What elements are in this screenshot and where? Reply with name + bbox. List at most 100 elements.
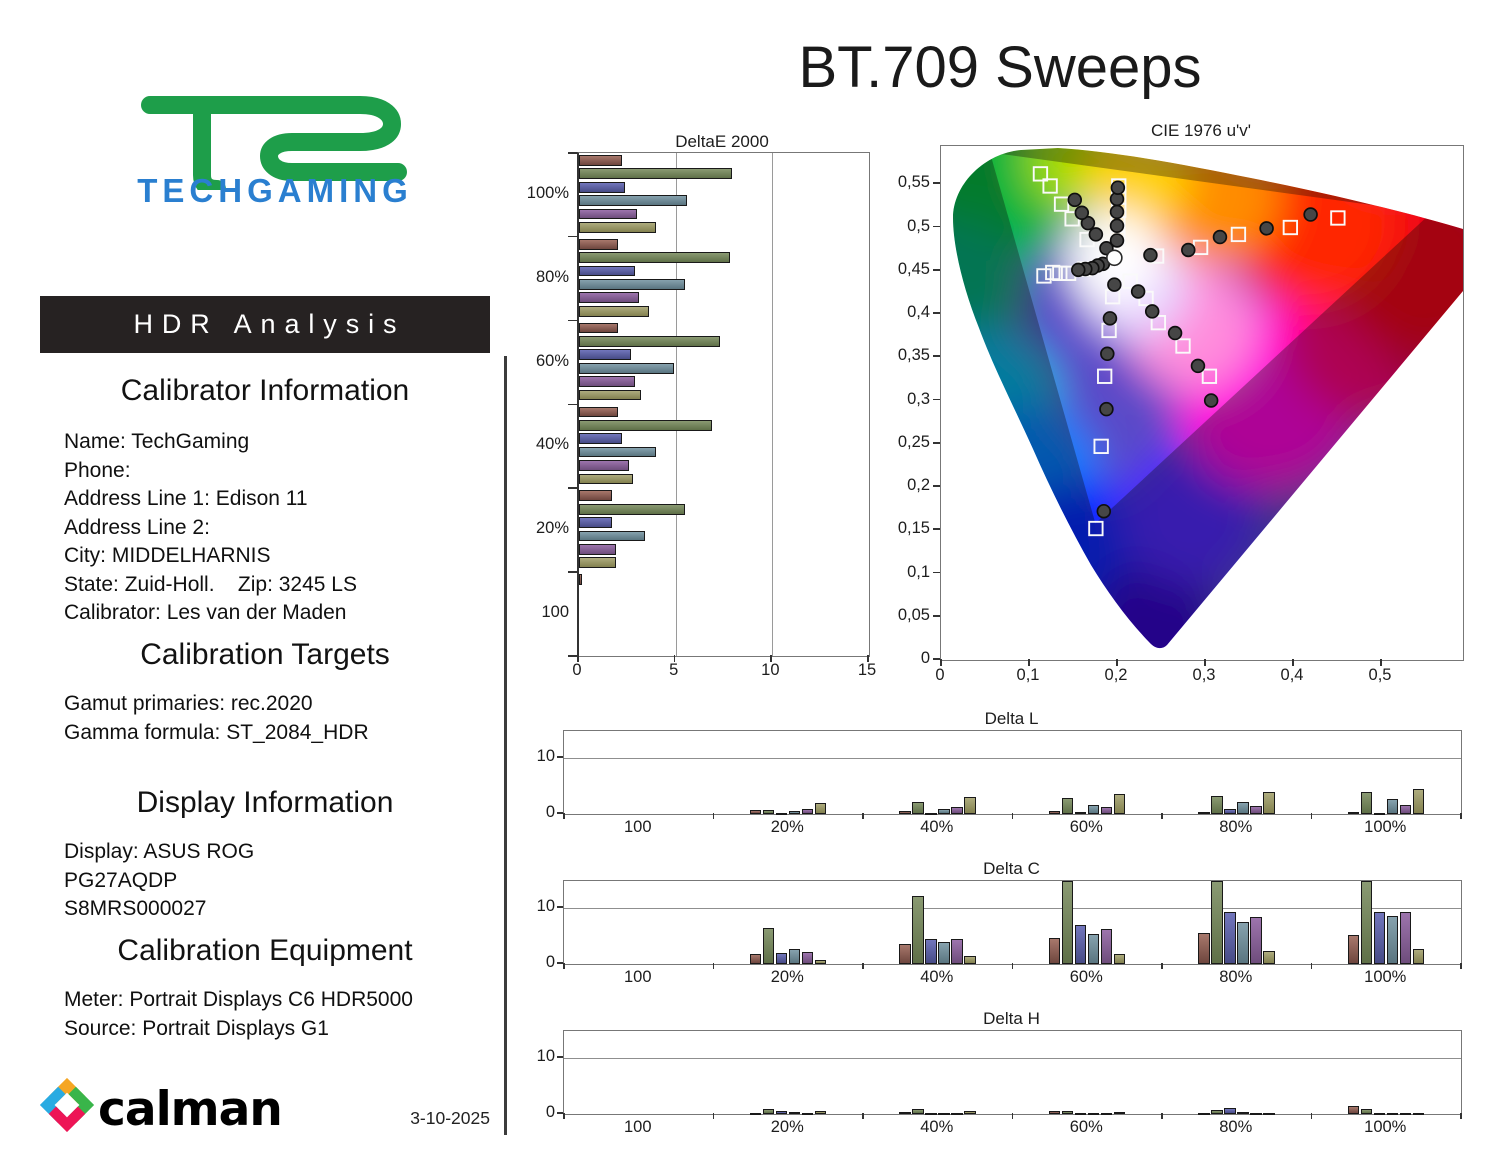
cie-ytick: [933, 312, 940, 314]
measured-dot-blue: [1107, 277, 1122, 292]
delta-bar-magenta: [1250, 805, 1262, 814]
delta-bar-yellow: [1113, 1112, 1125, 1115]
delta-ytick: [557, 756, 563, 758]
delta-bar-green: [1360, 1108, 1372, 1114]
delta-xtick: [712, 1113, 715, 1119]
cie-xtick-label: 0,1: [1016, 666, 1040, 684]
delta-bar-yellow: [1263, 791, 1275, 814]
cie-ytick: [933, 485, 940, 487]
cie-ytick-label: 0,25: [897, 432, 930, 451]
sidebar-divider: [504, 356, 507, 1135]
target-square-red: [1330, 210, 1346, 226]
deltae-bar-yellow: [579, 305, 649, 317]
delta-bar-red: [899, 944, 911, 964]
delta-xtick: [1460, 813, 1462, 819]
deltae-axis-tick: [568, 403, 577, 406]
delta-ytick: [557, 906, 563, 908]
measured-dot-blue: [1096, 503, 1112, 519]
measured-dot-green: [1074, 205, 1090, 221]
delta-bar-blue: [925, 812, 937, 815]
target-square-cyan: [1045, 264, 1061, 281]
delta-bar-magenta: [1100, 1112, 1112, 1115]
deltae-bar-red: [579, 406, 618, 418]
delta-bar-yellow: [1263, 950, 1275, 964]
deltae-bar-green: [579, 419, 713, 431]
delta-ytick-label: 0: [545, 1103, 555, 1121]
section-line: Meter: Portrait Displays C6 HDR5000: [64, 988, 413, 1011]
section-line: Address Line 1: Edison 11: [64, 487, 308, 510]
measured-dot-cyan: [1071, 262, 1086, 278]
deltae-bar-red: [579, 238, 618, 250]
delta-bar-red: [1198, 933, 1210, 964]
delta-bar-yellow: [814, 1111, 826, 1114]
delta-bar-blue: [925, 939, 937, 964]
delta-xtick: [862, 813, 864, 819]
calman-logo-text: calman: [98, 1082, 283, 1137]
delta-bar-cyan: [1087, 805, 1099, 814]
target-square-green: [1053, 196, 1070, 212]
measured-dot-green: [1080, 215, 1096, 231]
cie-ytick-label: 0,55: [897, 173, 930, 192]
cie-ytick-label: 0,3: [907, 389, 930, 408]
deltae-bar-blue: [579, 349, 632, 361]
cie-xtick: [1028, 659, 1030, 666]
section-line: Calibrator: Les van der Maden: [64, 601, 347, 624]
delta-bar-cyan: [1386, 1112, 1398, 1115]
target-square-cyan: [1036, 268, 1052, 284]
delta-bar-red: [1347, 934, 1359, 964]
delta-bar-cyan: [1386, 798, 1398, 814]
cie-ytick-label: 0,4: [907, 303, 930, 321]
banner-label: HDR Analysis: [133, 309, 406, 339]
deltae-axis-tick: [568, 655, 577, 657]
delta-xtick: [563, 1113, 565, 1119]
deltae-axis-tick: [568, 235, 577, 238]
cie-ytick: [933, 658, 940, 660]
gridline-vertical: [772, 153, 774, 656]
section-body: Gamut primaries: rec.2020 Gamma formula: …: [64, 690, 494, 747]
delta-bar-yellow: [1113, 794, 1125, 814]
delta-bar-red: [1048, 937, 1060, 964]
cie-ytick: [933, 614, 940, 617]
delta-bar-blue: [775, 952, 787, 964]
deltae-xtick-label: 5: [669, 661, 679, 679]
delta-xtick: [1460, 1113, 1462, 1119]
delta-category-label: 100%: [1364, 968, 1407, 986]
delta-bar-green: [1360, 881, 1372, 964]
delta-xtick: [1011, 963, 1014, 969]
cie-ytick: [933, 182, 940, 185]
gridline-vertical: [675, 153, 677, 656]
deltae-axis-tick: [568, 152, 577, 154]
delta-bar-cyan: [788, 1112, 800, 1115]
measured-dot-red: [1259, 221, 1274, 236]
measured-dot-blue: [1099, 401, 1114, 417]
delta-xtick: [1310, 813, 1313, 819]
delta-xtick: [862, 1113, 864, 1119]
delta-bar-blue: [1373, 911, 1385, 964]
delta-bar-blue: [925, 1112, 937, 1115]
section-line: Gamma formula: ST_2084_HDR: [64, 720, 369, 744]
cie-ytick-label: 0,1: [907, 562, 930, 581]
delta-ytick-label: 0: [545, 953, 555, 971]
delta-bar-green: [1211, 881, 1223, 964]
cie-data-points: [1032, 166, 1346, 537]
measured-dot-red: [1143, 247, 1158, 263]
section-body: Meter: Portrait Displays C6 HDR5000 Sourc…: [64, 986, 494, 1043]
gridline-10: [564, 757, 1461, 759]
delta-category-label: 100: [623, 1118, 652, 1136]
logo-tg-loop: [141, 96, 407, 181]
delta-category-label: 100%: [1364, 1118, 1407, 1136]
delta-bar-green: [1211, 1110, 1223, 1114]
delta-xtick: [1161, 1113, 1163, 1119]
cie-ytick-label: 0: [920, 649, 930, 667]
deltae-bar-magenta: [579, 376, 636, 388]
cie-ytick-label: 0,35: [897, 346, 930, 365]
calman-chevron-bottom: [48, 1106, 86, 1132]
delta-bar-magenta: [1250, 1112, 1262, 1115]
report-date: 3-10-2025: [410, 1108, 490, 1128]
cie-xtick: [1204, 659, 1206, 666]
section-line: S8MRS000027: [64, 897, 207, 920]
deltae-category-label: 60%: [535, 351, 569, 370]
measured-dot-yellow: [1109, 218, 1125, 234]
cie-diagram: [953, 148, 1463, 649]
cie-ytick: [933, 571, 940, 574]
